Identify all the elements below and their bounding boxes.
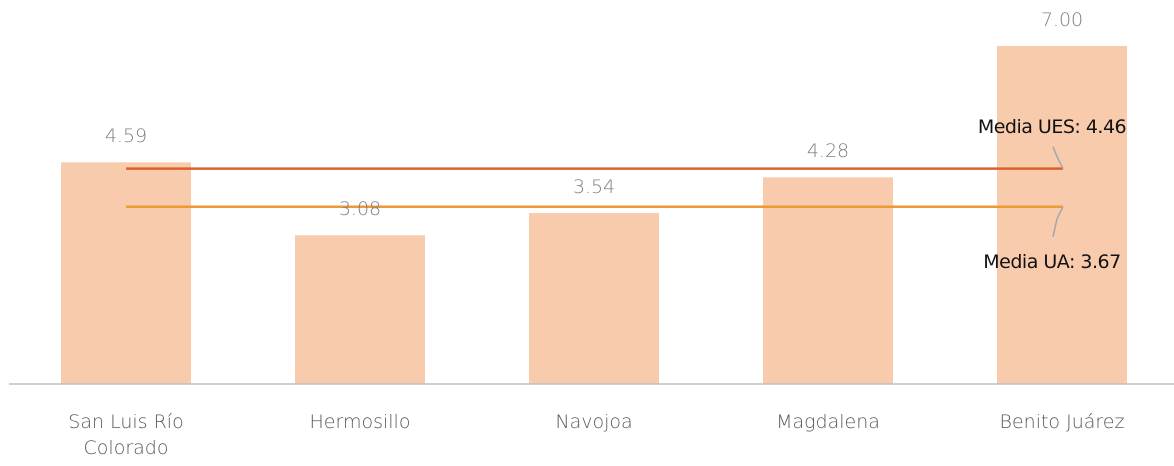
value-label: 4.59 — [104, 125, 148, 148]
x-tick-label: Magdalena — [776, 411, 880, 433]
bar — [295, 235, 425, 384]
reference-label: Media UA: 3.67 — [983, 250, 1121, 273]
bar — [61, 162, 191, 384]
leader-line — [1052, 206, 1064, 237]
bar — [529, 213, 659, 384]
x-tick-label: San Luis Río Colorado — [68, 411, 184, 459]
x-tick-label: Benito Juárez — [999, 411, 1125, 433]
leader-line — [1052, 146, 1064, 169]
x-tick-label: Navojoa — [555, 411, 633, 433]
value-label: 3.08 — [338, 198, 382, 221]
x-tick-label: Hermosillo — [309, 411, 411, 433]
reference-label: Media UES: 4.46 — [977, 115, 1127, 138]
bar — [997, 46, 1127, 384]
value-label: 7.00 — [1040, 9, 1084, 31]
value-label: 4.28 — [806, 140, 850, 163]
bar — [763, 177, 893, 384]
value-label: 3.54 — [572, 176, 616, 199]
